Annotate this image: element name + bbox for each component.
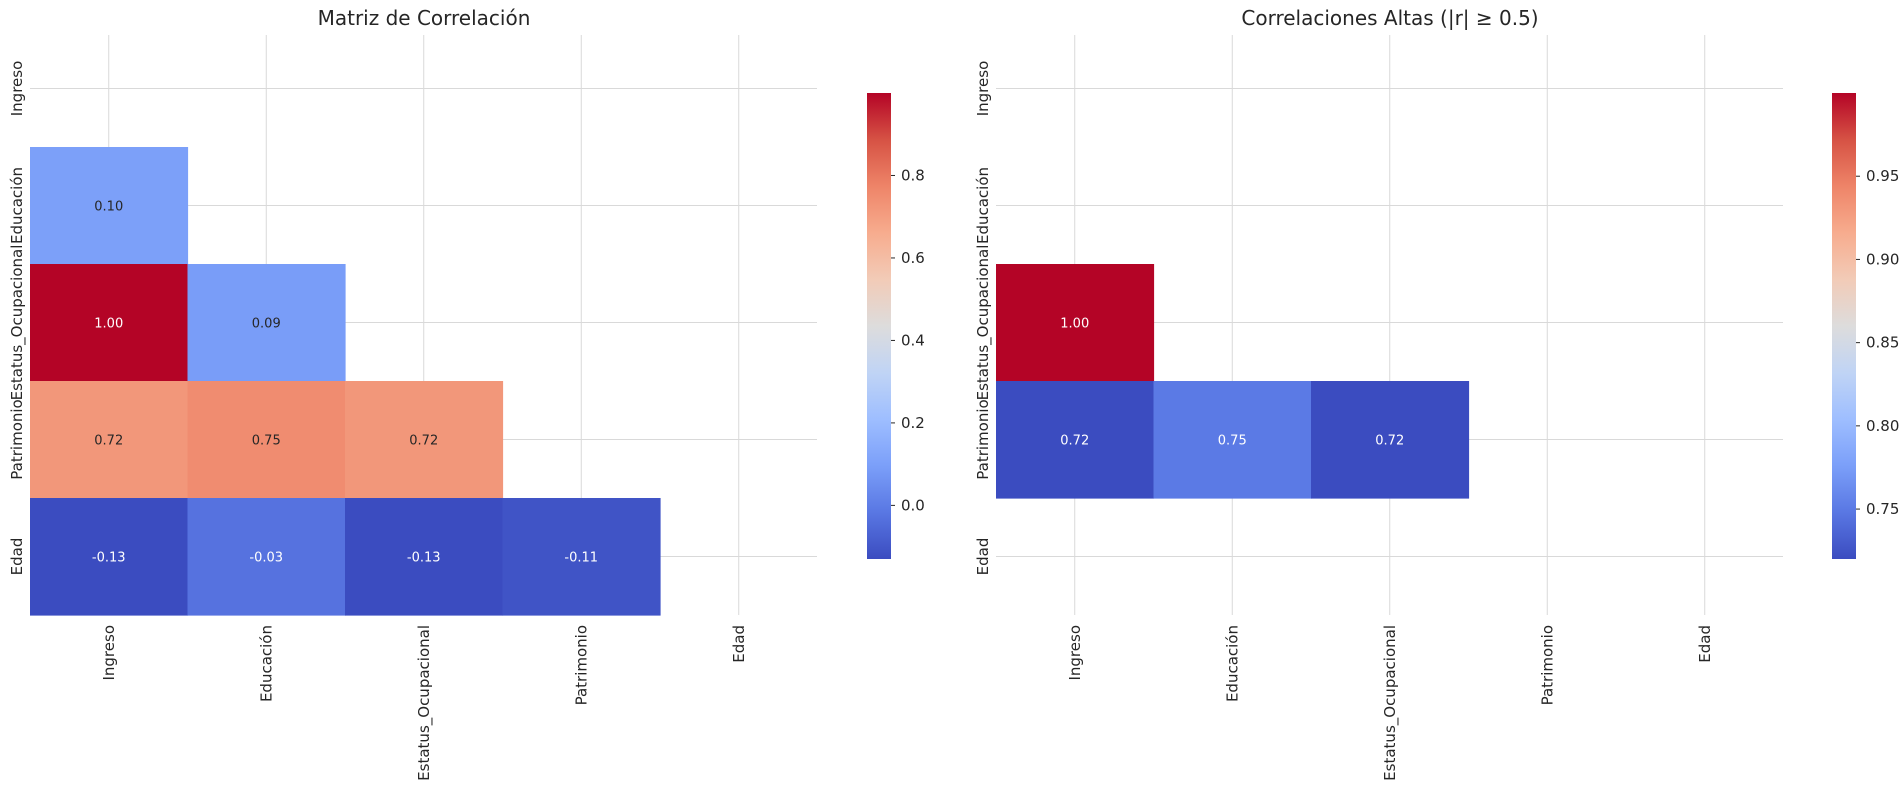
cell-annotation: 0.72: [1375, 434, 1404, 449]
heatmap-panel-correlation-matrix: Matriz de Correlación 0.10 1.00 0.09 0.72 0.…: [8, 6, 925, 781]
x-tick-label: Patrimonio: [1538, 625, 1556, 705]
cell-annotation: -0.13: [407, 551, 441, 566]
heatmap-cell-estatus_ocupacional-ingreso: [30, 264, 189, 382]
colorbar-tick-label: 0.4: [901, 331, 925, 349]
y-tick-label: Edad: [8, 538, 26, 576]
x-tick-label: Edad: [1696, 625, 1714, 663]
chart-title: Matriz de Correlación: [318, 6, 531, 30]
cell-annotation: 1.00: [94, 317, 123, 332]
y-tick-label: Educación: [8, 167, 26, 244]
heatmap-cell-patrimonio-estatus_ocupacional: [1311, 381, 1470, 499]
colorbar-gradient: [1832, 93, 1856, 559]
heatmap-cell-edad-educación: [187, 498, 346, 616]
cell-annotation: -0.13: [92, 551, 126, 566]
cell-annotation: 0.09: [252, 317, 281, 332]
heatmap-panel-high-correlations: Correlaciones Altas (|r| ≥ 0.5) 1.00 0.72…: [974, 6, 1899, 781]
colorbar-tick-label: 0.90: [1866, 250, 1899, 268]
colorbar-tick-label: 0.6: [901, 249, 925, 267]
x-tick-label: Ingreso: [1066, 625, 1084, 681]
colorbar-tick-label: 0.8: [901, 166, 925, 184]
heatmap-cell-edad-ingreso: [30, 498, 189, 616]
heatmap-cell-estatus_ocupacional-educación: [187, 264, 346, 382]
x-tick-label: Patrimonio: [572, 625, 590, 705]
cell-annotation: 0.72: [94, 434, 123, 449]
colorbar-tick-label: 0.95: [1866, 167, 1899, 185]
heatmap-cell-patrimonio-ingreso: [30, 381, 189, 499]
heatmap-cell-patrimonio-estatus_ocupacional: [345, 381, 504, 499]
heatmap-cell-edad-estatus_ocupacional: [345, 498, 504, 616]
x-tick-label: Educación: [1223, 625, 1241, 702]
x-tick-label: Ingreso: [100, 625, 118, 681]
heatmap-cell-educación-ingreso: [30, 147, 189, 265]
x-tick-label: Estatus_Ocupacional: [1381, 625, 1400, 781]
y-tick-label: Ingreso: [8, 61, 26, 117]
colorbar: 0.0 0.2 0.4 0.6 0.8: [867, 93, 925, 559]
x-tick-label: Estatus_Ocupacional: [415, 625, 434, 781]
colorbar-tick-label: 0.80: [1866, 417, 1899, 435]
cell-annotation: 0.75: [252, 434, 281, 449]
cell-annotation: -0.03: [249, 551, 283, 566]
cell-annotation: 0.72: [409, 434, 438, 449]
cell-annotation: 0.75: [1218, 434, 1247, 449]
colorbar: 0.75 0.80 0.85 0.90 0.95: [1832, 93, 1899, 559]
heatmap-cell-estatus_ocupacional-ingreso: [996, 264, 1155, 382]
heatmap-cell-patrimonio-educación: [1153, 381, 1312, 499]
heatmap-cell-patrimonio-ingreso: [996, 381, 1155, 499]
cell-annotation: 1.00: [1060, 317, 1089, 332]
y-tick-label: Ingreso: [974, 61, 992, 117]
y-tick-label: Edad: [974, 538, 992, 576]
colorbar-tick-label: 0.0: [901, 496, 925, 514]
colorbar-tick-label: 0.2: [901, 414, 925, 432]
y-tick-label: Estatus_Ocupacional: [974, 245, 993, 401]
colorbar-tick-label: 0.85: [1866, 334, 1899, 352]
y-tick-label: Estatus_Ocupacional: [8, 245, 27, 401]
cell-annotation: -0.11: [564, 551, 598, 566]
x-tick-label: Edad: [730, 625, 748, 663]
chart-title: Correlaciones Altas (|r| ≥ 0.5): [1241, 6, 1538, 30]
x-tick-label: Educación: [257, 625, 275, 702]
colorbar-gradient: [867, 93, 891, 559]
heatmap-cell-edad-patrimonio: [502, 498, 661, 616]
cell-annotation: 0.10: [94, 200, 123, 215]
colorbar-tick-label: 0.75: [1866, 500, 1899, 518]
y-tick-label: Patrimonio: [8, 399, 26, 479]
heatmap-cell-patrimonio-educación: [187, 381, 346, 499]
y-tick-label: Educación: [974, 167, 992, 244]
cell-annotation: 0.72: [1060, 434, 1089, 449]
y-tick-label: Patrimonio: [974, 399, 992, 479]
